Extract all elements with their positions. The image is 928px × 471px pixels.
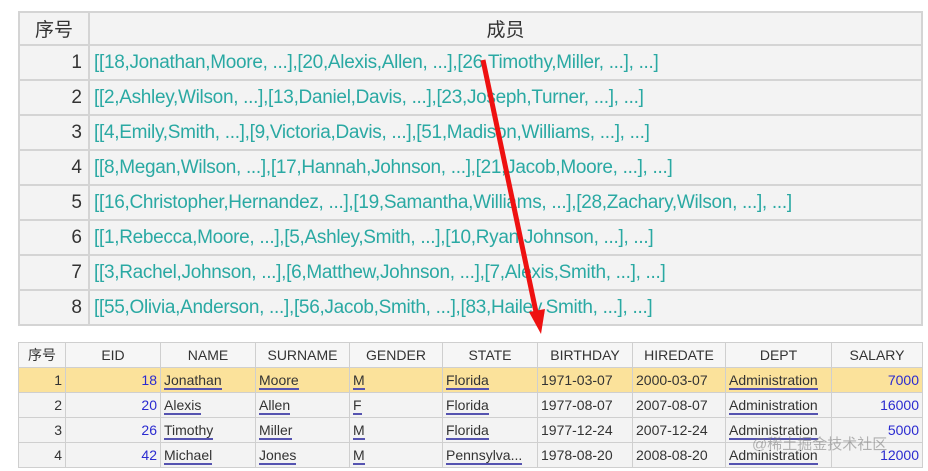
cell-link[interactable]: M: [353, 447, 365, 465]
eid-cell: 26: [65, 417, 161, 443]
table-row[interactable]: 2 [[2,Ashley,Wilson, ...],[13,Daniel,Davi…: [18, 79, 923, 116]
cell-link[interactable]: Administration: [729, 372, 818, 390]
surname-cell[interactable]: Moore: [255, 367, 350, 393]
members-cell[interactable]: [[55,Olivia,Anderson, ...],[56,Jacob,Smi…: [88, 289, 923, 326]
surname-cell[interactable]: Allen: [255, 392, 350, 418]
header-dept[interactable]: DEPT: [725, 342, 832, 368]
birthday-cell: 1977-12-24: [537, 417, 633, 443]
name-cell[interactable]: Michael: [160, 442, 256, 468]
table-row[interactable]: 6 [[1,Rebecca,Moore, ...],[5,Ashley,Smith…: [18, 219, 923, 256]
row-index: 1: [18, 44, 90, 81]
cell-link[interactable]: Administration: [729, 397, 818, 415]
header-name[interactable]: NAME: [160, 342, 256, 368]
cell-link[interactable]: M: [353, 422, 365, 440]
eid-cell: 42: [65, 442, 161, 468]
header-surname[interactable]: SURNAME: [255, 342, 350, 368]
table-row[interactable]: 3 [[4,Emily,Smith, ...],[9,Victoria,Davis…: [18, 114, 923, 151]
hiredate-cell: 2000-03-07: [632, 367, 726, 393]
state-cell[interactable]: Florida: [442, 417, 538, 443]
members-cell[interactable]: [[18,Jonathan,Moore, ...],[20,Alexis,All…: [88, 44, 923, 81]
members-cell[interactable]: [[8,Megan,Wilson, ...],[17,Hannah,Johnso…: [88, 149, 923, 186]
hiredate-cell: 2007-08-07: [632, 392, 726, 418]
cell-link[interactable]: Allen: [259, 397, 291, 415]
eid-cell: 18: [65, 367, 161, 393]
state-cell[interactable]: Pennsylva...: [442, 442, 538, 468]
header-members[interactable]: 成员: [88, 11, 923, 46]
gender-cell[interactable]: F: [349, 392, 443, 418]
salary-cell: 7000: [831, 367, 923, 393]
cell-link[interactable]: Florida: [446, 372, 489, 390]
cell-link[interactable]: Jonathan: [164, 372, 222, 390]
dept-cell[interactable]: Administration: [725, 367, 832, 393]
header-序号[interactable]: 序号: [18, 342, 66, 368]
birthday-cell: 1971-03-07: [537, 367, 633, 393]
salary-cell: 12000: [831, 442, 923, 468]
table-row[interactable]: 1 [[18,Jonathan,Moore, ...],[20,Alexis,Al…: [18, 44, 923, 81]
table-row[interactable]: 4 [[8,Megan,Wilson, ...],[17,Hannah,Johns…: [18, 149, 923, 186]
table-row[interactable]: 1 18 Jonathan Moore M Florida 1971-03-07 2000-0…: [18, 367, 923, 393]
salary-cell: 16000: [831, 392, 923, 418]
序号-cell: 1: [18, 367, 66, 393]
table-row[interactable]: 5 [[16,Christopher,Hernandez, ...],[19,Sa…: [18, 184, 923, 221]
name-cell[interactable]: Jonathan: [160, 367, 256, 393]
birthday-cell: 1977-08-07: [537, 392, 633, 418]
cell-link[interactable]: Alexis: [164, 397, 202, 415]
序号-cell: 3: [18, 417, 66, 443]
state-cell[interactable]: Florida: [442, 367, 538, 393]
members-cell[interactable]: [[1,Rebecca,Moore, ...],[5,Ashley,Smith,…: [88, 219, 923, 256]
header-state[interactable]: STATE: [442, 342, 538, 368]
table-row[interactable]: 4 42 Michael Jones M Pennsylva... 1978-08-20 20…: [18, 442, 923, 468]
cell-link[interactable]: Timothy: [164, 422, 214, 440]
row-index: 2: [18, 79, 90, 116]
cell-link[interactable]: Pennsylva...: [446, 447, 523, 465]
eid-cell: 20: [65, 392, 161, 418]
name-cell[interactable]: Alexis: [160, 392, 256, 418]
row-index: 5: [18, 184, 90, 221]
hiredate-cell: 2008-08-20: [632, 442, 726, 468]
cell-link[interactable]: Jones: [259, 447, 297, 465]
cell-link[interactable]: Florida: [446, 397, 489, 415]
gender-cell[interactable]: M: [349, 417, 443, 443]
cell-link[interactable]: Florida: [446, 422, 489, 440]
table-row[interactable]: 2 20 Alexis Allen F Florida 1977-08-07 2007-08-…: [18, 392, 923, 418]
cell-link[interactable]: Moore: [259, 372, 299, 390]
dept-cell[interactable]: Administration: [725, 392, 832, 418]
gender-cell[interactable]: M: [349, 442, 443, 468]
row-index: 6: [18, 219, 90, 256]
gender-cell[interactable]: M: [349, 367, 443, 393]
row-index: 3: [18, 114, 90, 151]
members-cell[interactable]: [[3,Rachel,Johnson, ...],[6,Matthew,John…: [88, 254, 923, 291]
row-index: 4: [18, 149, 90, 186]
name-cell[interactable]: Timothy: [160, 417, 256, 443]
header-hiredate[interactable]: HIREDATE: [632, 342, 726, 368]
table-row[interactable]: 8 [[55,Olivia,Anderson, ...],[56,Jacob,Sm…: [18, 289, 923, 326]
members-cell[interactable]: [[16,Christopher,Hernandez, ...],[19,Sam…: [88, 184, 923, 221]
序号-cell: 4: [18, 442, 66, 468]
dept-cell[interactable]: Administration: [725, 442, 832, 468]
序号-cell: 2: [18, 392, 66, 418]
birthday-cell: 1978-08-20: [537, 442, 633, 468]
cell-link[interactable]: Miller: [259, 422, 293, 440]
surname-cell[interactable]: Miller: [255, 417, 350, 443]
surname-cell[interactable]: Jones: [255, 442, 350, 468]
header-eid[interactable]: EID: [65, 342, 161, 368]
header-salary[interactable]: SALARY: [831, 342, 923, 368]
employee-detail-table: 序号 EID NAME SURNAME GENDER STATE BIRTHDAY HIRED…: [18, 342, 923, 468]
grouped-members-table: 序号 成员 1 [[18,Jonathan,Moore, ...],[20,Ale…: [18, 11, 923, 326]
header-gender[interactable]: GENDER: [349, 342, 443, 368]
header-index[interactable]: 序号: [18, 11, 90, 46]
row-index: 8: [18, 289, 90, 326]
table-row[interactable]: 7 [[3,Rachel,Johnson, ...],[6,Matthew,Joh…: [18, 254, 923, 291]
row-index: 7: [18, 254, 90, 291]
cell-link[interactable]: Michael: [164, 447, 213, 465]
header-birthday[interactable]: BIRTHDAY: [537, 342, 633, 368]
cell-link[interactable]: F: [353, 397, 362, 415]
members-cell[interactable]: [[4,Emily,Smith, ...],[9,Victoria,Davis,…: [88, 114, 923, 151]
members-cell[interactable]: [[2,Ashley,Wilson, ...],[13,Daniel,Davis…: [88, 79, 923, 116]
watermark: @稀土掘金技术社区: [752, 436, 888, 453]
hiredate-cell: 2007-12-24: [632, 417, 726, 443]
cell-link[interactable]: M: [353, 372, 365, 390]
state-cell[interactable]: Florida: [442, 392, 538, 418]
